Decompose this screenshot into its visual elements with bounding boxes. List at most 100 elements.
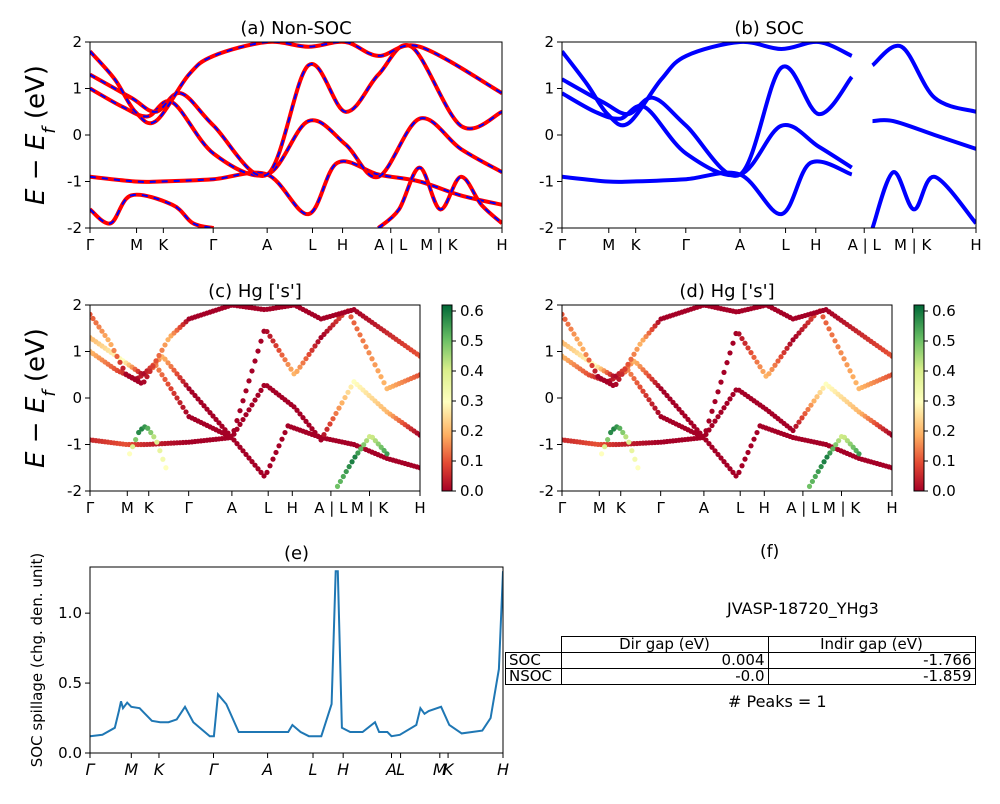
- x-tick-label: H: [759, 499, 770, 517]
- ylabel-part: −: [21, 413, 51, 451]
- projection-point: [231, 427, 237, 434]
- projection-point: [724, 462, 730, 468]
- projection-point: [796, 419, 802, 425]
- x-tick-label: K: [616, 499, 627, 517]
- projection-point: [264, 469, 270, 475]
- projection-point: [279, 352, 285, 358]
- band-ylabel-top: E − Ef (eV): [21, 65, 60, 205]
- spillage-line: [90, 570, 503, 738]
- projection-point: [730, 469, 736, 475]
- projection-point: [745, 449, 751, 456]
- projection-point: [156, 367, 162, 373]
- projection-point: [246, 455, 252, 461]
- projection-point: [264, 328, 270, 335]
- projection-point: [889, 353, 892, 359]
- projection-point: [151, 434, 157, 440]
- projection-point: [562, 316, 568, 322]
- projection-point: [646, 330, 652, 336]
- projection-point: [360, 338, 366, 344]
- band-line-dash: [90, 87, 502, 179]
- projection-point: [679, 410, 685, 416]
- ylabel-part: E: [21, 188, 51, 205]
- y-tick-label: -1: [539, 436, 554, 454]
- projection-point: [715, 451, 721, 458]
- y-tick-label: 2: [72, 296, 82, 314]
- x-tick-label: Γ: [558, 236, 567, 254]
- y-tick-label: 1: [544, 343, 554, 361]
- projection-point: [189, 389, 195, 395]
- projection-point: [108, 341, 114, 348]
- projection-point: [309, 347, 315, 353]
- projection-point: [204, 406, 210, 412]
- projection-point: [417, 432, 420, 438]
- projection-point: [96, 324, 102, 330]
- projection-point: [629, 448, 635, 454]
- projection-point: [724, 360, 730, 366]
- projection-point: [628, 356, 634, 362]
- x-tick-label: A | L: [786, 499, 820, 517]
- projection-point: [273, 449, 279, 456]
- projection-point: [652, 405, 658, 411]
- y-tick-label: 0.0: [58, 744, 82, 762]
- projection-point: [602, 444, 608, 450]
- projection-point: [739, 463, 745, 469]
- projection-point: [417, 465, 420, 471]
- projection-point: [727, 350, 733, 356]
- projection-point: [626, 439, 632, 445]
- x-tick-label: L: [264, 499, 273, 517]
- gap-table-cell-indir: -1.859: [767, 668, 976, 685]
- projection-point: [889, 432, 892, 438]
- projection-point: [163, 465, 169, 471]
- projection-point: [772, 362, 778, 368]
- x-tick-label: L: [781, 236, 790, 254]
- gap-table-row-label: NSOC: [505, 668, 562, 685]
- y-tick-label: -2: [67, 219, 82, 237]
- y-tick-label: -1: [67, 436, 82, 454]
- projection-point: [634, 380, 640, 386]
- projection-point: [120, 365, 126, 371]
- projection-point: [192, 392, 198, 399]
- x-tick-label: H: [810, 236, 821, 254]
- projection-point: [279, 436, 285, 442]
- band-ylabel-middle: E − Ef (eV): [21, 328, 60, 468]
- x-tick-label: M: [130, 236, 143, 254]
- projection-point: [577, 341, 583, 347]
- plot-area: [90, 305, 420, 489]
- x-tick-label: M: [124, 760, 138, 779]
- ylabel-part: (eV): [21, 328, 51, 390]
- projection-point: [352, 454, 358, 460]
- projection-point: [117, 359, 123, 365]
- projection-point: [631, 375, 637, 382]
- projection-point: [339, 400, 345, 406]
- projection-point: [144, 374, 150, 380]
- projection-point: [228, 433, 234, 440]
- projection-point: [168, 363, 174, 370]
- x-tick-label: K: [443, 760, 455, 779]
- projection-point: [243, 451, 249, 458]
- projection-point: [889, 372, 892, 378]
- x-tick-label: K: [144, 499, 155, 517]
- projection-point: [821, 459, 827, 465]
- projection-point: [812, 473, 818, 480]
- band-line: [562, 64, 854, 178]
- projection-point: [608, 429, 614, 436]
- projection-point: [90, 311, 93, 317]
- projection-point: [562, 311, 565, 317]
- projection-point: [345, 389, 351, 395]
- projection-point: [694, 427, 700, 433]
- colorbar-tick-label: 0.4: [932, 362, 956, 380]
- projection-point: [766, 371, 772, 377]
- projection-point: [580, 346, 586, 352]
- projection-point: [805, 320, 811, 326]
- ylabel-part: E: [21, 451, 51, 468]
- band-line: [870, 170, 976, 228]
- projection-point: [154, 439, 160, 445]
- x-tick-label: Γ: [682, 236, 691, 254]
- panel-f-peaks: # Peaks = 1: [728, 692, 827, 711]
- projection-point: [826, 326, 832, 332]
- projection-point: [709, 444, 715, 450]
- projection-point: [811, 398, 817, 404]
- projection-point: [216, 420, 222, 426]
